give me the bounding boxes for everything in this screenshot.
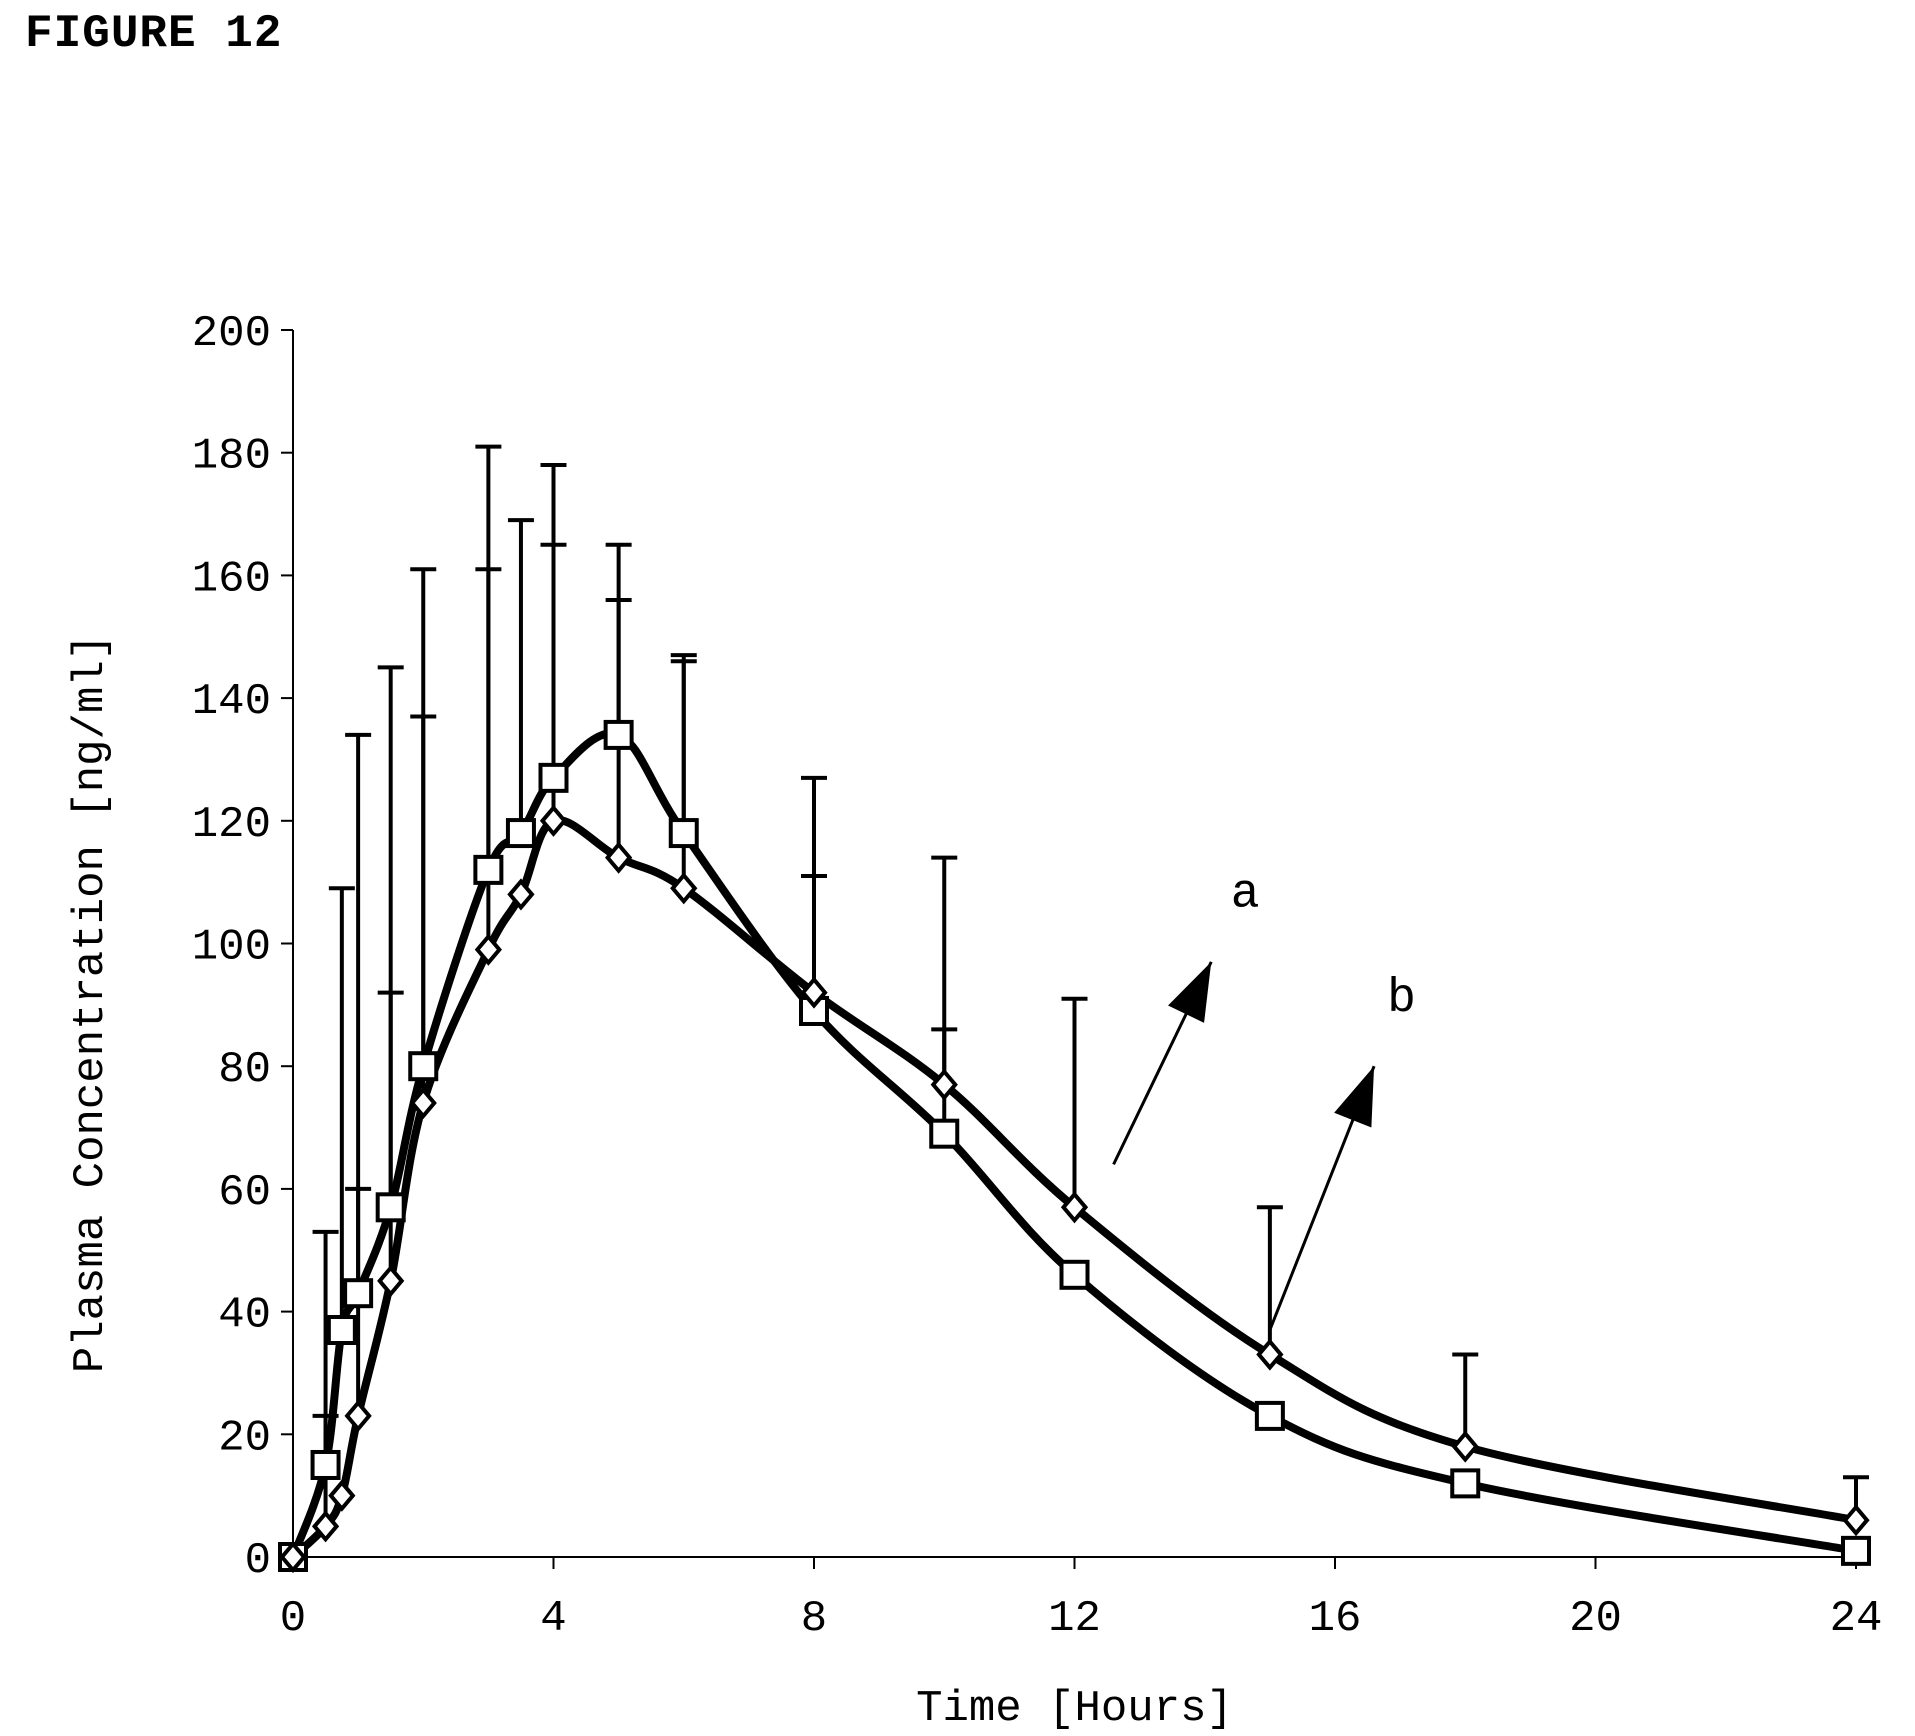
y-tick-label: 0 <box>245 1536 271 1586</box>
y-tick-label: 120 <box>192 800 271 850</box>
square-point <box>1257 1403 1283 1429</box>
x-tick-label: 12 <box>1048 1594 1101 1644</box>
annotation-a-arrow-head <box>1168 962 1211 1023</box>
square-point <box>475 857 501 883</box>
square-point <box>508 820 534 846</box>
x-axis-label: Time [Hours] <box>916 1684 1233 1734</box>
y-tick-label: 60 <box>218 1168 271 1218</box>
annotations: ab <box>1114 868 1416 1330</box>
x-tick-label: 20 <box>1569 1594 1622 1644</box>
y-tick-label: 140 <box>192 677 271 727</box>
x-tick-label: 0 <box>280 1594 306 1644</box>
y-tick-label: 20 <box>218 1413 271 1463</box>
square-point <box>1062 1262 1088 1288</box>
y-tick-label: 200 <box>192 309 271 359</box>
annotation-a-label: a <box>1231 868 1260 922</box>
square-point <box>1452 1470 1478 1496</box>
square-point <box>378 1194 404 1220</box>
diamond-point <box>331 1483 353 1509</box>
y-tick-label: 100 <box>192 923 271 973</box>
square-point <box>313 1452 339 1478</box>
square-point <box>345 1280 371 1306</box>
y-axis-label: Plasma Concentration [ng/ml] <box>66 634 116 1373</box>
y-tick-label: 80 <box>218 1045 271 1095</box>
diamond-point <box>380 1268 402 1294</box>
diamond-point <box>1454 1434 1476 1460</box>
square-point <box>606 722 632 748</box>
x-tick-label: 8 <box>801 1594 827 1644</box>
diamond-point <box>1845 1507 1867 1533</box>
x-tick-label: 16 <box>1309 1594 1362 1644</box>
square-point <box>541 765 567 791</box>
annotation-b-arrow-head <box>1334 1066 1374 1127</box>
x-tick-label: 24 <box>1830 1594 1883 1644</box>
square-point <box>410 1053 436 1079</box>
square-point <box>671 820 697 846</box>
y-tick-label: 180 <box>192 432 271 482</box>
annotation-b-label: b <box>1387 972 1416 1026</box>
square-point <box>931 1121 957 1147</box>
error-bars <box>313 447 1869 1527</box>
square-point <box>329 1317 355 1343</box>
square-point <box>1843 1538 1869 1564</box>
diamond-point <box>347 1403 369 1429</box>
y-tick-label: 160 <box>192 554 271 604</box>
axes: 0 20 40 60 80 100 120 140 160 180 200 0 4 8 12 16 20 24 <box>192 309 1883 1644</box>
x-tick-label: 4 <box>540 1594 566 1644</box>
y-tick-label: 40 <box>218 1291 271 1341</box>
